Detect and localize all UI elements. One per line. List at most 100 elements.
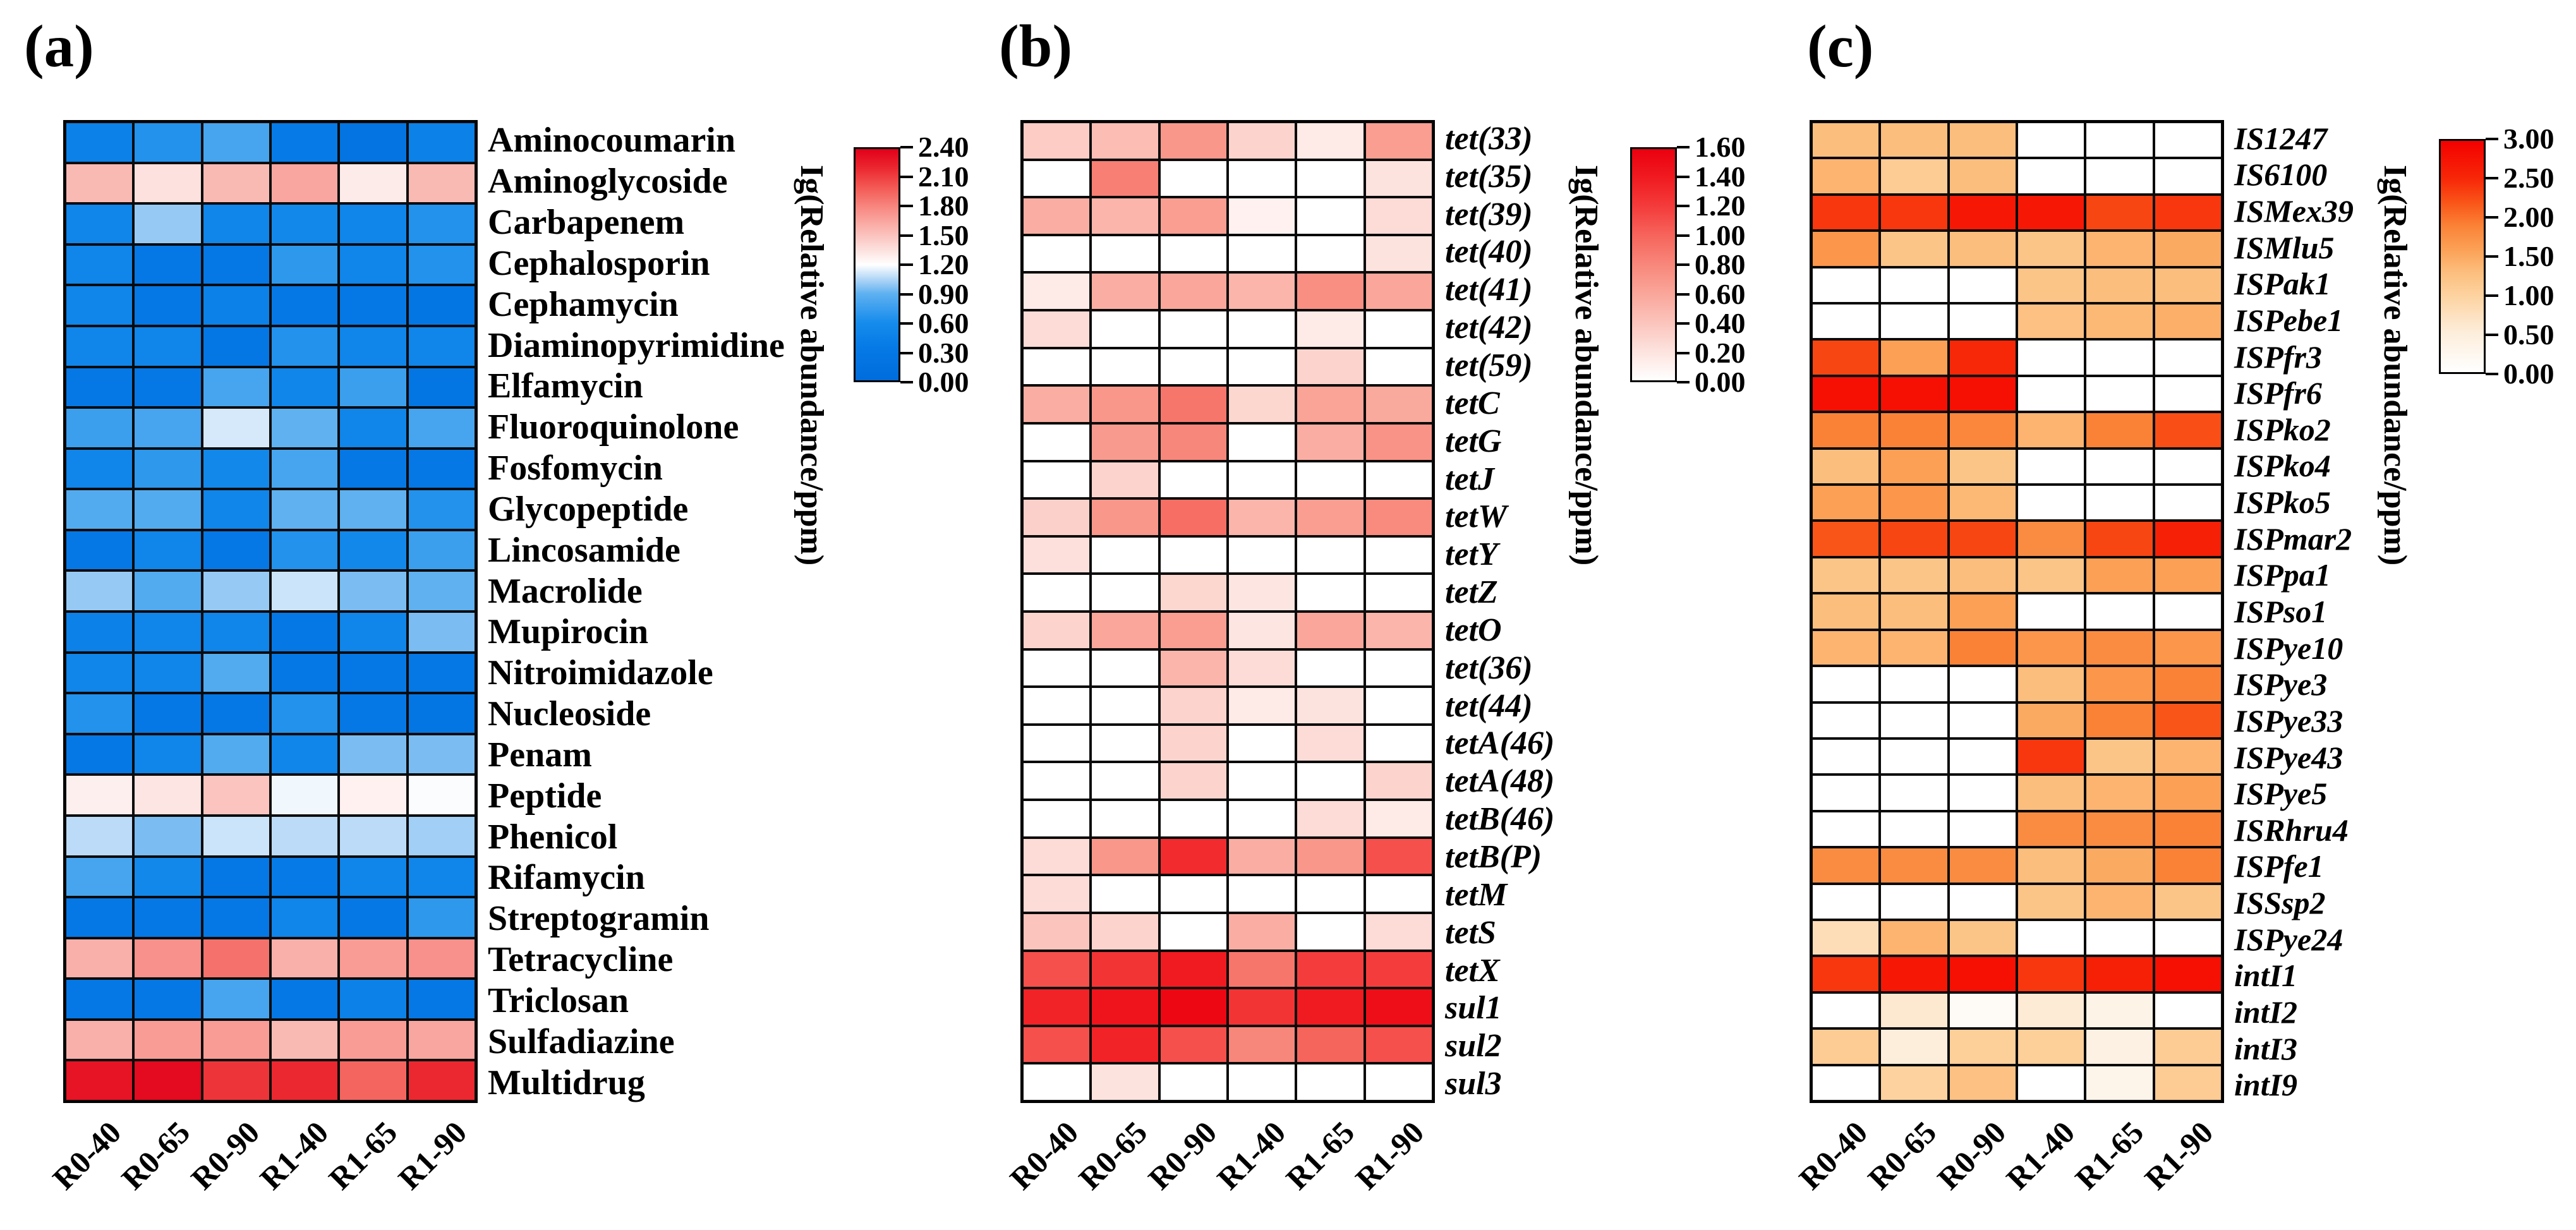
heatmap-cell-b-tetB(P)-R1-90 bbox=[1364, 837, 1433, 876]
heatmap-cell-a-Fluoroquinolone-R1-40 bbox=[270, 407, 339, 449]
heatmap-cell-c-intI3-R1-90 bbox=[2153, 1028, 2222, 1065]
heatmap-cell-b-tetM-R0-90 bbox=[1159, 875, 1228, 913]
row-label-a-Fosfomycin: Fosfomycin bbox=[488, 449, 663, 488]
heatmap-cell-b-tetC-R0-90 bbox=[1159, 385, 1228, 423]
heatmap-cell-b-tet(33)-R0-40 bbox=[1022, 122, 1091, 160]
heatmap-cell-c-IS6100-R0-90 bbox=[1948, 158, 2017, 195]
row-label-b-tet(39): tet(39) bbox=[1445, 196, 1533, 232]
heatmap-cell-a-Carbapenem-R1-65 bbox=[339, 203, 408, 244]
colorbar-tick-a bbox=[900, 263, 913, 266]
heatmap-cell-c-ISPye33-R0-40 bbox=[1811, 702, 1880, 739]
heatmap-cell-a-Sulfadiazine-R0-65 bbox=[133, 1019, 202, 1061]
colorbar-b-title: Ig(Relative abundance/ppm) bbox=[1568, 164, 1605, 566]
x-tick-label-c-R1-40: R1-40 bbox=[1999, 1114, 2082, 1197]
heatmap-cell-b-tetB(P)-R1-65 bbox=[1296, 837, 1365, 876]
heatmap-cell-b-tetS-R0-65 bbox=[1091, 912, 1159, 951]
heatmap-cell-a-Mupirocin-R0-90 bbox=[202, 612, 270, 653]
heatmap-cell-c-ISPfr3-R0-40 bbox=[1811, 339, 1880, 376]
panel-a-label: (a) bbox=[24, 13, 94, 80]
heatmap-cell-b-tetO-R0-40 bbox=[1022, 611, 1091, 649]
colorbar-tick-b bbox=[1677, 263, 1690, 266]
heatmap-cell-a-Cephamycin-R0-90 bbox=[202, 285, 270, 326]
heatmap-cell-c-ISPak1-R0-90 bbox=[1948, 267, 2017, 304]
heatmap-cell-a-Cephalosporin-R0-65 bbox=[133, 244, 202, 286]
heatmap-cell-b-tet(42)-R1-40 bbox=[1228, 310, 1297, 348]
heatmap-cell-b-tet(40)-R0-65 bbox=[1091, 234, 1159, 273]
heatmap-cell-c-ISPko4-R0-90 bbox=[1948, 448, 2017, 485]
heatmap-cell-a-Cephamycin-R1-65 bbox=[339, 285, 408, 326]
heatmap-cell-a-Aminoglycoside-R1-40 bbox=[270, 162, 339, 204]
colorbar-tick-a bbox=[900, 292, 913, 296]
heatmap-cell-b-tetC-R1-65 bbox=[1296, 385, 1365, 423]
heatmap-cell-a-Penam-R0-65 bbox=[133, 733, 202, 775]
heatmap-cell-a-Nitroimidazole-R1-65 bbox=[339, 652, 408, 694]
heatmap-cell-a-Triclosan-R1-40 bbox=[270, 979, 339, 1020]
row-label-a-Cephalosporin: Cephalosporin bbox=[488, 243, 710, 283]
heatmap-cell-c-ISPko5-R1-65 bbox=[2085, 485, 2154, 521]
heatmap-cell-b-tet(41)-R0-90 bbox=[1159, 272, 1228, 311]
heatmap-cell-a-Lincosamide-R1-65 bbox=[339, 529, 408, 571]
row-label-c-ISPmar2: ISPmar2 bbox=[2234, 521, 2352, 557]
heatmap-cell-c-IS1247-R0-40 bbox=[1811, 122, 1880, 159]
heatmap-grid-b bbox=[1020, 120, 1435, 1103]
heatmap-cell-c-ISPye10-R0-40 bbox=[1811, 629, 1880, 666]
heatmap-cell-b-sul2-R0-65 bbox=[1091, 1025, 1159, 1064]
heatmap-cell-a-Cephalosporin-R0-90 bbox=[202, 244, 270, 286]
heatmap-cell-b-tet(36)-R0-40 bbox=[1022, 649, 1091, 687]
heatmap-cell-c-intI2-R0-90 bbox=[1948, 992, 2017, 1029]
heatmap-cell-a-Diaminopyrimidine-R0-40 bbox=[65, 325, 134, 367]
row-label-c-ISPko5: ISPko5 bbox=[2234, 485, 2331, 521]
heatmap-cell-a-Glycopeptide-R0-40 bbox=[65, 489, 134, 530]
row-label-a-Phenicol: Phenicol bbox=[488, 817, 618, 857]
heatmap-cell-b-tet(59)-R1-40 bbox=[1228, 347, 1297, 386]
heatmap-cell-c-ISPfe1-R1-65 bbox=[2085, 847, 2154, 884]
heatmap-cell-a-Diaminopyrimidine-R1-65 bbox=[339, 325, 408, 367]
colorbar-tick-b bbox=[1677, 175, 1690, 178]
heatmap-cell-a-Phenicol-R1-90 bbox=[407, 815, 476, 857]
heatmap-cell-b-tet(36)-R1-65 bbox=[1296, 649, 1365, 687]
heatmap-cell-a-Triclosan-R0-90 bbox=[202, 979, 270, 1020]
heatmap-cell-a-Rifamycin-R0-90 bbox=[202, 856, 270, 898]
colorbar-tick-b bbox=[1677, 234, 1690, 237]
heatmap-cell-b-sul2-R0-90 bbox=[1159, 1025, 1228, 1064]
x-tick-label-a-R1-65: R1-65 bbox=[322, 1114, 404, 1197]
colorbar-tick-c bbox=[2486, 294, 2498, 297]
heatmap-cell-c-ISMex39-R0-40 bbox=[1811, 194, 1880, 231]
heatmap-cell-a-Aminocoumarin-R1-65 bbox=[339, 122, 408, 163]
heatmap-cell-c-ISPfr3-R0-90 bbox=[1948, 339, 2017, 376]
heatmap-cell-b-tet(40)-R0-90 bbox=[1159, 234, 1228, 273]
colorbar-tick-label-a-2.10: 2.10 bbox=[918, 160, 969, 193]
heatmap-cell-a-Penam-R1-40 bbox=[270, 733, 339, 775]
heatmap-cell-b-tetO-R1-40 bbox=[1228, 611, 1297, 649]
heatmap-cell-c-ISPko4-R1-90 bbox=[2153, 448, 2222, 485]
heatmap-cell-b-tet(44)-R0-65 bbox=[1091, 687, 1159, 725]
heatmap-cell-b-tetW-R0-65 bbox=[1091, 498, 1159, 536]
heatmap-cell-a-Aminoglycoside-R0-90 bbox=[202, 162, 270, 204]
row-label-c-ISPfe1: ISPfe1 bbox=[2234, 848, 2324, 884]
heatmap-cell-a-Peptide-R1-65 bbox=[339, 775, 408, 816]
heatmap-cell-a-Diaminopyrimidine-R0-90 bbox=[202, 325, 270, 367]
heatmap-cell-b-tetJ-R1-65 bbox=[1296, 461, 1365, 499]
row-label-b-tetX: tetX bbox=[1445, 952, 1500, 989]
row-label-c-ISPye5: ISPye5 bbox=[2234, 776, 2328, 812]
heatmap-cell-b-tet(36)-R1-90 bbox=[1364, 649, 1433, 687]
heatmap-cell-b-tetS-R1-90 bbox=[1364, 912, 1433, 951]
heatmap-cell-c-IS6100-R0-65 bbox=[1880, 158, 1949, 195]
colorbar-a bbox=[854, 147, 900, 382]
row-label-b-tet(42): tet(42) bbox=[1445, 310, 1533, 346]
heatmap-cell-c-ISPmar2-R0-65 bbox=[1880, 521, 1949, 557]
heatmap-cell-b-tetA(46)-R1-90 bbox=[1364, 724, 1433, 763]
heatmap-cell-a-Fosfomycin-R0-65 bbox=[133, 448, 202, 490]
heatmap-cell-c-ISPye3-R1-65 bbox=[2085, 666, 2154, 702]
heatmap-cell-a-Cephalosporin-R1-40 bbox=[270, 244, 339, 286]
colorbar-tick-label-a-1.20: 1.20 bbox=[918, 248, 969, 280]
heatmap-cell-c-ISPfr3-R1-90 bbox=[2153, 339, 2222, 376]
heatmap-cell-c-ISPko2-R0-90 bbox=[1948, 412, 2017, 449]
colorbar-tick-label-b-0.00: 0.00 bbox=[1695, 366, 1746, 398]
heatmap-cell-a-Diaminopyrimidine-R0-65 bbox=[133, 325, 202, 367]
heatmap-cell-c-ISPye24-R0-90 bbox=[1948, 919, 2017, 956]
heatmap-cell-b-tet(44)-R0-90 bbox=[1159, 687, 1228, 725]
heatmap-cell-a-Nucleoside-R0-40 bbox=[65, 693, 134, 734]
heatmap-cell-a-Mupirocin-R1-90 bbox=[407, 612, 476, 653]
